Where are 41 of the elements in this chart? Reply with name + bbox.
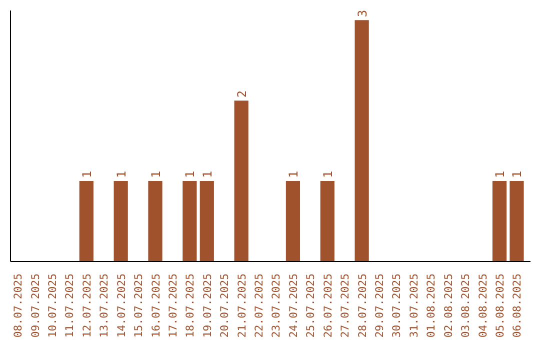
data-label: 1 <box>183 170 198 178</box>
x-tick-label: 22.07.2025 <box>252 274 266 338</box>
x-tick-label: 15.07.2025 <box>132 274 146 338</box>
x-tick-label: 08.07.2025 <box>12 274 25 338</box>
x-tick-label: 01.08.2025 <box>424 274 438 338</box>
x-tick-label: 09.07.2025 <box>28 274 42 338</box>
x-tick-label: 26.07.2025 <box>321 274 334 338</box>
x-tick-label: 13.07.2025 <box>98 274 111 338</box>
x-tick-label: 31.07.2025 <box>407 274 420 338</box>
x-tick-label: 29.07.2025 <box>373 274 386 338</box>
data-label: 1 <box>510 170 524 178</box>
data-label: 1 <box>286 170 300 178</box>
data-label: 3 <box>355 10 370 18</box>
x-tick-label: 04.08.2025 <box>476 274 490 338</box>
data-label: 1 <box>148 170 163 178</box>
x-tick-label: 10.07.2025 <box>46 274 59 338</box>
x-tick-label: 05.08.2025 <box>494 274 507 338</box>
data-label: 1 <box>320 170 335 178</box>
x-tick-label: 03.08.2025 <box>459 274 472 338</box>
x-tick-label: 21.07.2025 <box>235 274 248 338</box>
x-tick-label: 20.07.2025 <box>218 274 232 338</box>
x-tick-label: 11.07.2025 <box>63 274 76 338</box>
data-label: 1 <box>114 170 128 178</box>
x-tick-label: 02.08.2025 <box>442 274 455 338</box>
x-tick-label: 14.07.2025 <box>114 274 128 338</box>
x-tick-label: 30.07.2025 <box>390 274 404 338</box>
x-tick-label: 27.07.2025 <box>338 274 352 338</box>
data-label: 1 <box>200 170 214 178</box>
x-tick-label: 06.08.2025 <box>510 274 524 338</box>
x-tick-label: 19.07.2025 <box>200 274 214 338</box>
data-label: 1 <box>80 170 94 178</box>
x-tick-label: 18.07.2025 <box>184 274 197 338</box>
x-tick-label: 25.07.2025 <box>304 274 318 338</box>
x-tick-label: 23.07.2025 <box>270 274 283 338</box>
x-tick-label: 28.07.2025 <box>356 274 369 338</box>
data-label: 2 <box>234 90 249 98</box>
x-tick-label: 24.07.2025 <box>286 274 300 338</box>
x-tick-label: 12.07.2025 <box>80 274 94 338</box>
data-label: 1 <box>493 170 508 178</box>
x-tick-label: 17.07.2025 <box>166 274 180 338</box>
x-tick-label: 16.07.2025 <box>149 274 162 338</box>
